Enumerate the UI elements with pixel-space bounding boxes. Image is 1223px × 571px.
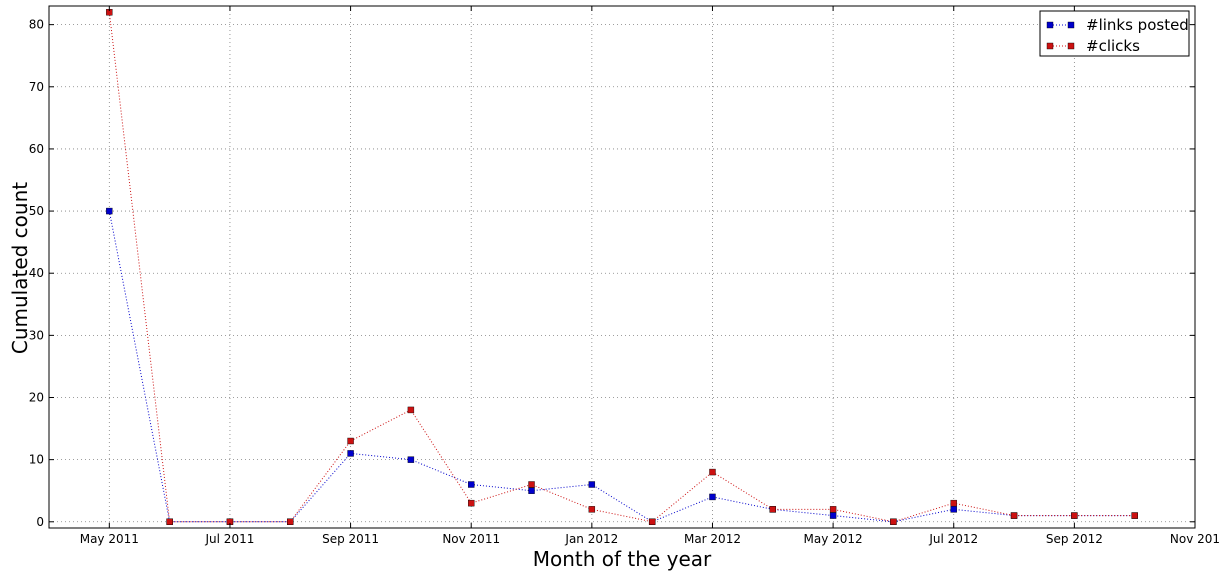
series-layer	[106, 9, 1138, 525]
y-tick-label: 20	[29, 391, 44, 405]
data-point-clicks	[1071, 512, 1078, 519]
data-point-links-posted	[829, 512, 837, 519]
x-tick-label: May 2011	[80, 532, 139, 546]
x-tick-label: May 2012	[804, 532, 863, 546]
x-tick-labels: May 2011 Jul 2011 Sep 2011 Nov 2011 Jan 2012…	[80, 532, 1220, 546]
data-point-clicks	[468, 499, 475, 507]
legend: #links posted #clicks	[1039, 10, 1190, 57]
data-point-links-posted	[709, 493, 716, 501]
x-tick-label: Nov 201	[1170, 532, 1220, 546]
data-point-clicks	[1131, 512, 1138, 519]
x-tick-label: Jan 2012	[564, 532, 618, 546]
y-tick-label: 30	[29, 328, 44, 342]
x-tick-label: Nov 2011	[442, 532, 500, 546]
y-tick-label: 10	[29, 453, 44, 467]
data-point-clicks	[890, 518, 897, 525]
data-point-clicks	[769, 506, 776, 513]
data-point-clicks	[407, 406, 415, 414]
data-point-clicks	[648, 518, 656, 525]
plot-frame	[48, 5, 1196, 529]
legend-box	[1039, 10, 1190, 57]
data-point-clicks	[588, 506, 596, 513]
legend-label-links-posted: #links posted	[1086, 16, 1189, 34]
data-point-clicks	[829, 506, 837, 513]
y-tick-label: 0	[36, 515, 44, 529]
data-point-clicks	[287, 518, 294, 525]
data-point-clicks	[1010, 512, 1018, 519]
data-point-links-posted	[528, 487, 535, 494]
data-point-links-posted	[347, 450, 354, 457]
legend-marker-clicks	[1046, 42, 1054, 50]
data-point-links-posted	[106, 207, 113, 215]
y-tick-label: 40	[29, 266, 44, 280]
data-point-clicks	[950, 499, 957, 507]
legend-label-clicks: #clicks	[1086, 37, 1140, 55]
y-tick-labels: 0 10 20 30 40 50 60 70 80	[29, 18, 44, 529]
plot-area	[49, 6, 1195, 528]
data-point-clicks	[709, 468, 716, 476]
x-tick-label: Sep 2011	[322, 532, 379, 546]
data-point-links-posted	[407, 456, 415, 463]
legend-marker-links-posted	[1046, 21, 1054, 29]
y-tick-label: 80	[29, 18, 44, 32]
x-axis-label: Month of the year	[533, 547, 712, 571]
data-point-links-posted	[950, 506, 957, 513]
y-tick-label: 60	[29, 142, 44, 156]
legend-marker-links-posted-end	[1067, 21, 1075, 29]
data-point-clicks	[528, 481, 535, 488]
x-tick-label: Mar 2012	[684, 532, 741, 546]
y-tick-label: 70	[29, 80, 44, 94]
x-tick-label: Sep 2012	[1046, 532, 1103, 546]
data-point-clicks	[166, 518, 173, 525]
y-axis-label: Cumulated count	[8, 182, 32, 354]
series-line-links-posted	[108, 210, 1135, 523]
x-tick-label: Jul 2012	[928, 532, 978, 546]
legend-marker-clicks-end	[1067, 42, 1075, 50]
tick-marks	[49, 6, 1196, 528]
data-point-links-posted	[588, 481, 596, 488]
data-point-clicks	[347, 437, 354, 445]
x-tick-label: Jul 2011	[205, 532, 255, 546]
data-point-links-posted	[468, 481, 475, 488]
y-tick-label: 50	[29, 204, 44, 218]
